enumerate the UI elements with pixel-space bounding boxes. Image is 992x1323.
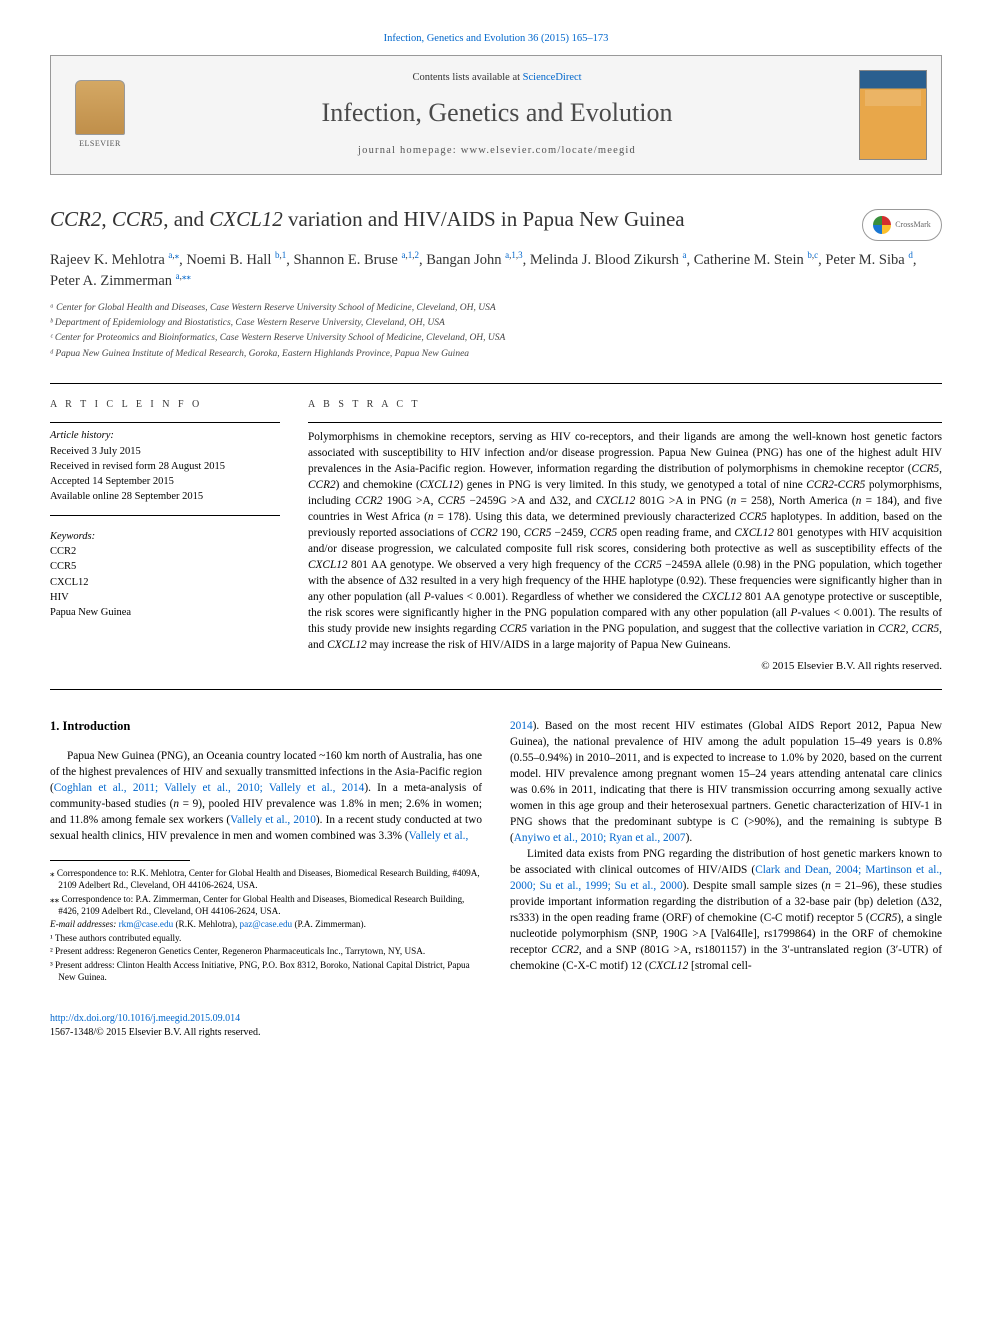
issn-copyright: 1567-1348/© 2015 Elsevier B.V. All right… <box>50 1026 942 1040</box>
keyword: CCR5 <box>50 559 280 574</box>
title-gene2: CCR5 <box>112 207 163 231</box>
section-heading-introduction: 1. Introduction <box>50 718 482 736</box>
footnotes: ⁎ Correspondence to: R.K. Mehlotra, Cent… <box>50 867 482 984</box>
intro-paragraph: Papua New Guinea (PNG), an Oceania count… <box>50 748 482 844</box>
email-link-mehlotra[interactable]: rkm@case.edu <box>119 919 174 929</box>
footnote-present3: ³ Present address: Clinton Health Access… <box>50 959 482 984</box>
intro-paragraph: Limited data exists from PNG regarding t… <box>510 846 942 974</box>
elsevier-logo: ELSEVIER <box>65 75 135 155</box>
history-received: Received 3 July 2015 <box>50 444 280 459</box>
intro-paragraph: 2014). Based on the most recent HIV esti… <box>510 718 942 846</box>
email-link-zimmerman[interactable]: paz@case.edu <box>240 919 293 929</box>
crossmark-label: CrossMark <box>895 219 931 230</box>
history-revised: Received in revised form 28 August 2015 <box>50 459 280 474</box>
body-two-column: 1. Introduction Papua New Guinea (PNG), … <box>50 718 942 984</box>
journal-homepage: journal homepage: www.elsevier.com/locat… <box>135 144 859 159</box>
info-divider <box>50 422 280 423</box>
authors-list: Rajeev K. Mehlotra a,⁎, Noemi B. Hall b,… <box>50 249 942 291</box>
affiliation-b: ᵇ Department of Epidemiology and Biostat… <box>50 316 942 330</box>
journal-name: Infection, Genetics and Evolution <box>135 95 859 131</box>
doi-link[interactable]: http://dx.doi.org/10.1016/j.meegid.2015.… <box>50 1013 240 1024</box>
abstract-label: A B S T R A C T <box>308 398 942 412</box>
journal-citation: Infection, Genetics and Evolution 36 (20… <box>50 32 942 47</box>
history-accepted: Accepted 14 September 2015 <box>50 474 280 489</box>
article-info-label: A R T I C L E I N F O <box>50 398 280 412</box>
article-title: CCR2, CCR5, and CXCL12 variation and HIV… <box>50 205 846 234</box>
contents-prefix: Contents lists available at <box>412 72 522 83</box>
keyword: CXCL12 <box>50 575 280 590</box>
elsevier-tree-icon <box>75 80 125 135</box>
info-divider <box>50 515 280 516</box>
homepage-prefix: journal homepage: <box>358 145 461 156</box>
crossmark-badge[interactable]: CrossMark <box>862 209 942 241</box>
divider <box>50 383 942 384</box>
journal-header: ELSEVIER Contents lists available at Sci… <box>50 55 942 175</box>
affiliation-a: ᵃ Center for Global Health and Diseases,… <box>50 301 942 315</box>
footnote-divider <box>50 860 190 861</box>
footnote-equal: ¹ These authors contributed equally. <box>50 932 482 944</box>
footnote-corr2: ⁎⁎ Correspondence to: P.A. Zimmerman, Ce… <box>50 893 482 918</box>
crossmark-icon <box>873 216 891 234</box>
contents-line: Contents lists available at ScienceDirec… <box>135 71 859 86</box>
affiliation-d: ᵈ Papua New Guinea Institute of Medical … <box>50 347 942 361</box>
keyword: CCR2 <box>50 544 280 559</box>
copyright-line: © 2015 Elsevier B.V. All rights reserved… <box>308 659 942 674</box>
journal-citation-link[interactable]: Infection, Genetics and Evolution 36 (20… <box>384 33 609 44</box>
affiliations: ᵃ Center for Global Health and Diseases,… <box>50 301 942 361</box>
journal-cover-thumbnail <box>859 70 927 160</box>
footnote-present2: ² Present address: Regeneron Genetics Ce… <box>50 945 482 957</box>
footnote-emails: E-mail addresses: rkm@case.edu (R.K. Meh… <box>50 918 482 930</box>
footnote-corr1: ⁎ Correspondence to: R.K. Mehlotra, Cent… <box>50 867 482 892</box>
divider <box>50 689 942 690</box>
elsevier-label: ELSEVIER <box>79 138 121 149</box>
page-footer: http://dx.doi.org/10.1016/j.meegid.2015.… <box>50 1012 942 1040</box>
abstract-divider <box>308 422 942 423</box>
article-info-column: A R T I C L E I N F O Article history: R… <box>50 398 280 675</box>
history-label: Article history: <box>50 429 280 444</box>
abstract-column: A B S T R A C T Polymorphisms in chemoki… <box>308 398 942 675</box>
title-gene1: CCR2 <box>50 207 101 231</box>
keyword: HIV <box>50 590 280 605</box>
affiliation-c: ᶜ Center for Proteomics and Bioinformati… <box>50 331 942 345</box>
sciencedirect-link[interactable]: ScienceDirect <box>523 72 582 83</box>
history-online: Available online 28 September 2015 <box>50 489 280 504</box>
title-gene3: CXCL12 <box>209 207 283 231</box>
abstract-text: Polymorphisms in chemokine receptors, se… <box>308 429 942 653</box>
keyword: Papua New Guinea <box>50 605 280 620</box>
keywords-label: Keywords: <box>50 530 280 545</box>
homepage-url[interactable]: www.elsevier.com/locate/meegid <box>461 145 636 156</box>
